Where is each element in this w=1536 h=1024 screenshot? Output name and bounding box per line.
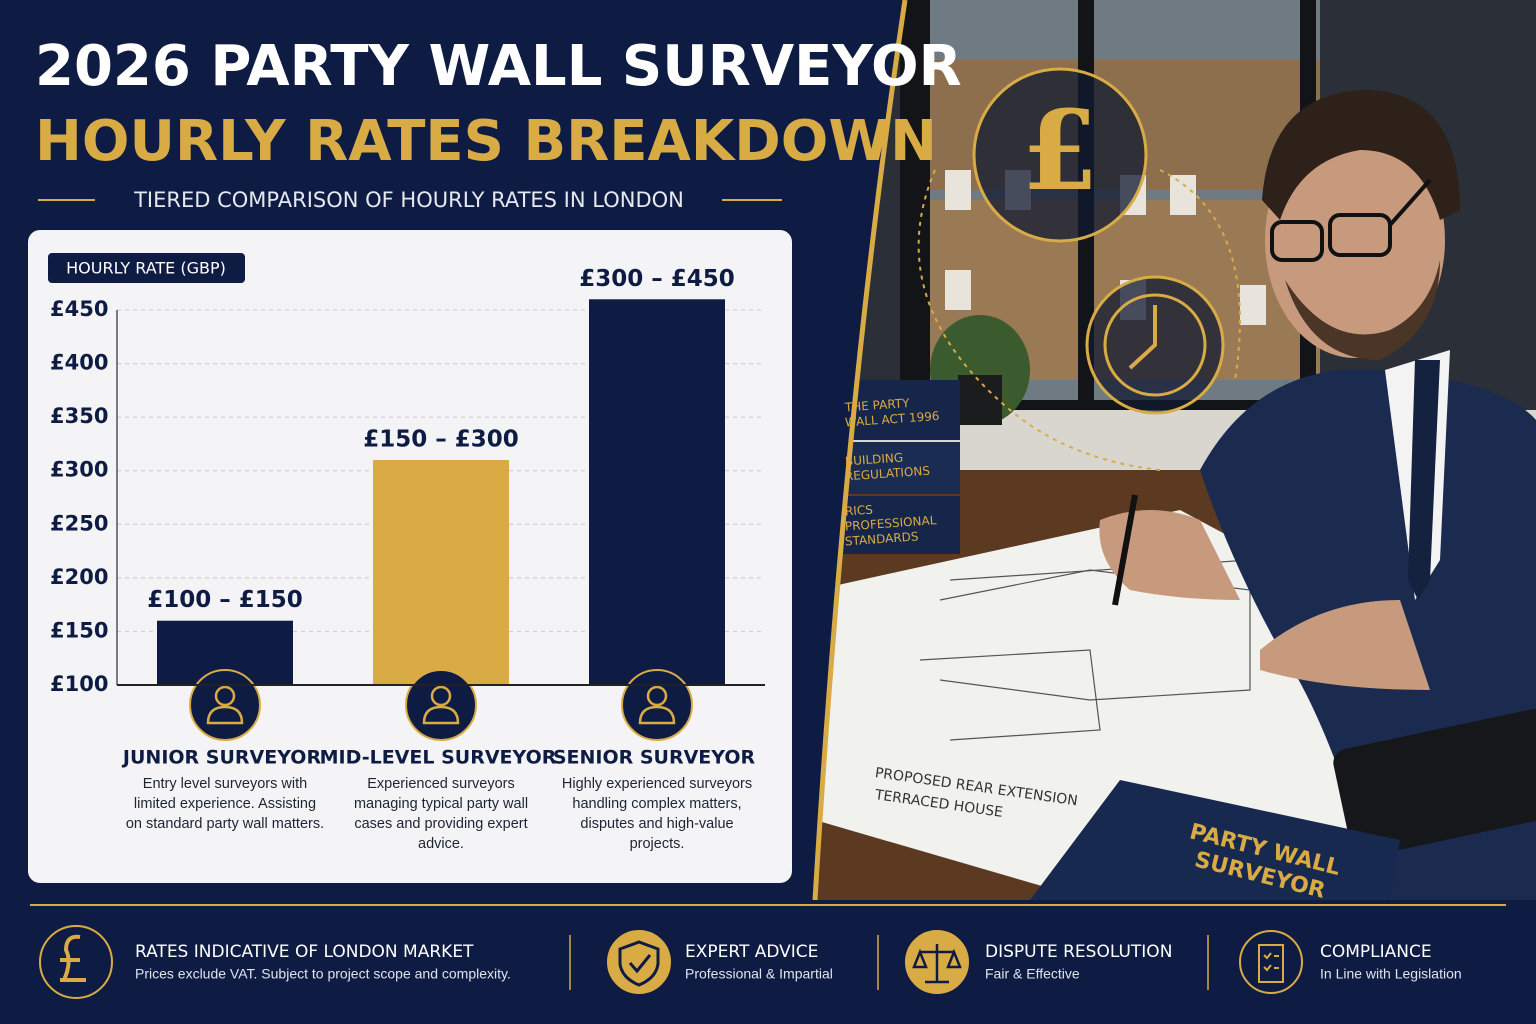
title-line1: 2026 PARTY WALL SURVEYOR <box>35 34 962 99</box>
bar <box>373 460 509 685</box>
footer-title: EXPERT ADVICE <box>685 942 818 962</box>
category-description: Entry level surveyors with limited exper… <box>125 776 325 832</box>
category-description: Highly experienced surveyors handling co… <box>561 776 753 852</box>
pound-glyph <box>60 934 86 982</box>
footer-subtitle: Fair & Effective <box>985 966 1080 982</box>
book-spine-text: THE PARTY <box>843 396 910 415</box>
subtitle: TIERED COMPARISON OF HOURLY RATES IN LON… <box>133 188 684 212</box>
axis-label-box <box>48 253 245 283</box>
category-label: MID-LEVEL SURVEYOR <box>320 747 557 769</box>
tier-icon-head <box>646 685 668 707</box>
tier-icon-body <box>206 705 244 725</box>
y-tick-label: £350 <box>50 404 108 428</box>
footer-subtitle: In Line with Legislation <box>1320 966 1462 982</box>
bar-range-label: £300 – £450 <box>579 266 735 292</box>
y-tick-label: £100 <box>50 672 108 696</box>
y-axis-label: HOURLY RATE (GBP) <box>66 259 226 278</box>
y-tick-label: £400 <box>50 351 108 375</box>
footer-icon <box>1239 930 1303 994</box>
tier-icon-body <box>638 705 676 725</box>
photo: £ <box>815 0 1536 900</box>
bar <box>589 299 725 685</box>
y-tick-label: £150 <box>50 618 108 642</box>
book-spine-text: STANDARDS <box>844 529 918 548</box>
footer-subtitle: Prices exclude VAT. Subject to project s… <box>135 966 511 982</box>
footer-title: DISPUTE RESOLUTION <box>985 942 1172 962</box>
scales-glyph <box>912 944 962 984</box>
y-tick-label: £300 <box>50 458 108 482</box>
title-line2: HOURLY RATES BREAKDOWN <box>35 109 937 174</box>
y-tick-label: £200 <box>50 565 108 589</box>
book-spine-text: REGULATIONS <box>844 464 930 484</box>
tier-icon-body <box>422 705 460 725</box>
category-label: SENIOR SURVEYOR <box>553 747 756 769</box>
y-tick-label: £250 <box>50 511 108 535</box>
tier-icon-head <box>430 685 452 707</box>
bar-range-label: £100 – £150 <box>147 587 303 613</box>
footer-title: RATES INDICATIVE OF LONDON MARKET <box>135 942 474 962</box>
footer-title: COMPLIANCE <box>1320 942 1432 962</box>
clipboard-glyph <box>1258 944 1284 983</box>
category-label: JUNIOR SURVEYOR <box>121 747 322 769</box>
y-tick-label: £450 <box>50 297 108 321</box>
book-spine-text: WALL ACT 1996 <box>844 409 939 430</box>
book-spine-text: BUILDING <box>844 450 903 468</box>
tier-icon-head <box>214 685 236 707</box>
book-spine-text: RICS <box>844 503 873 519</box>
category-description: Experienced surveyors managing typical p… <box>353 776 529 852</box>
svg-text:£: £ <box>1022 86 1099 215</box>
bar-range-label: £150 – £300 <box>363 427 519 453</box>
footer-subtitle: Professional & Impartial <box>685 966 833 982</box>
shield-glyph <box>618 940 660 987</box>
book-spine-text: PROFESSIONAL <box>844 513 937 533</box>
